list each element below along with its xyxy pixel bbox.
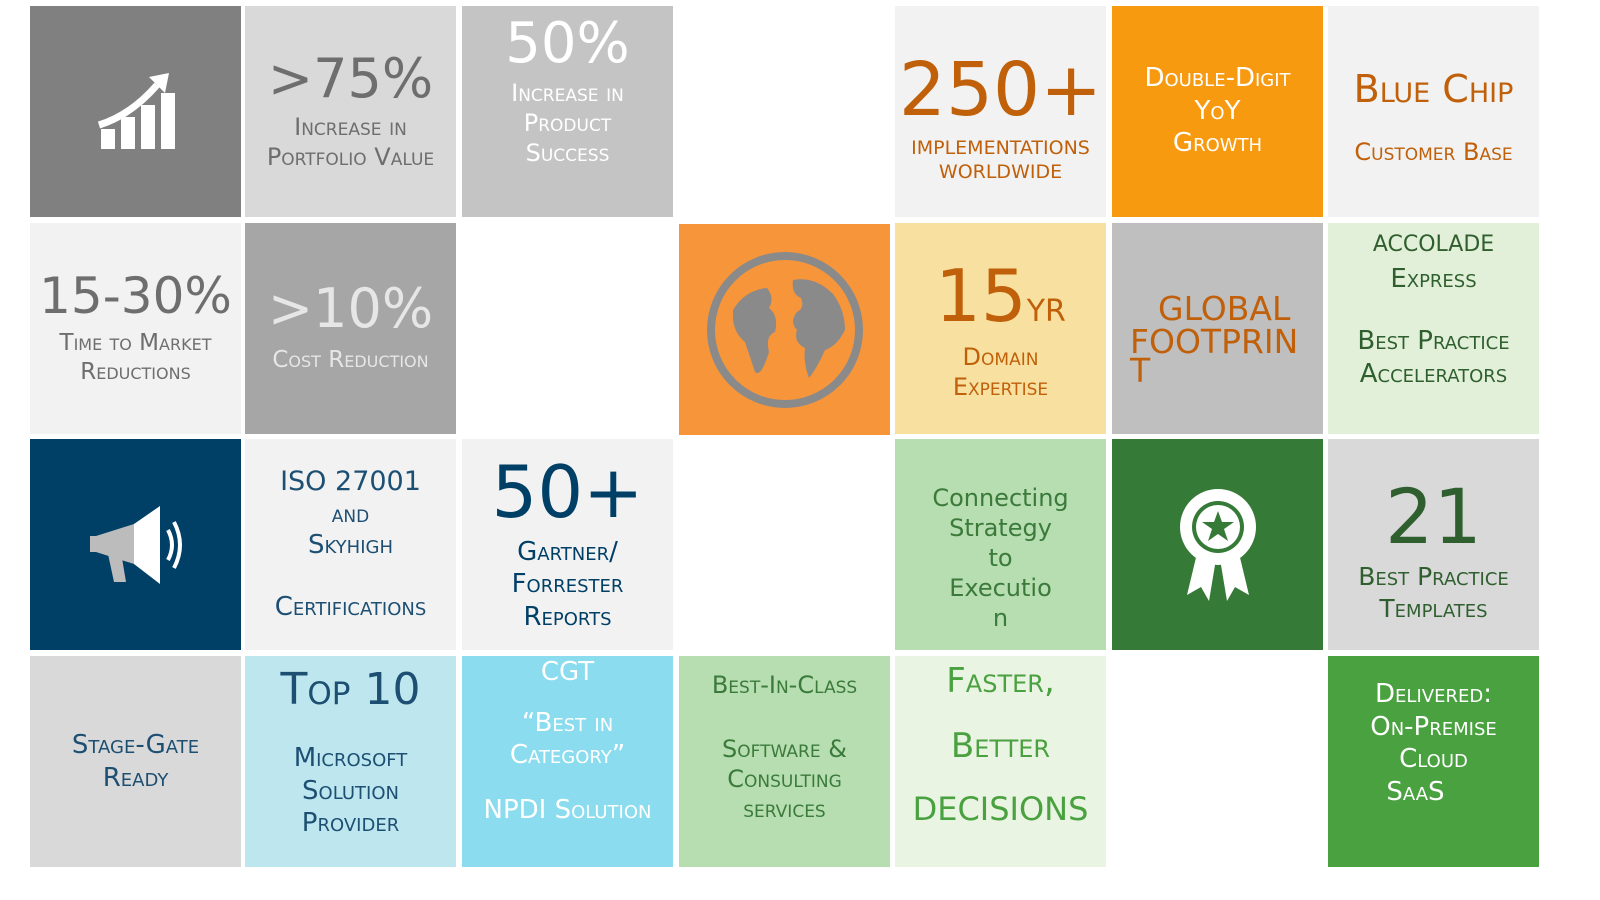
award-tile xyxy=(1112,439,1323,650)
global-footprint-label-2: FOOTPRIN xyxy=(1130,322,1299,362)
stage-gate-label-1: Stage-Gate xyxy=(71,730,200,760)
global-footprint-tile: GLOBAL FOOTPRIN T xyxy=(1112,223,1323,434)
globe-tile xyxy=(679,224,890,435)
accolade-express-label-4: Accelerators xyxy=(1359,358,1508,389)
decisions-tile: Faster, Better DECISIONS xyxy=(895,656,1106,867)
iso-certifications-label-2: and xyxy=(331,499,370,528)
implementations-tile: 250+ IMPLEMENTATIONS WORLDWIDE xyxy=(895,6,1106,217)
domain-expertise-label-2: Expertise xyxy=(952,372,1049,401)
cgt-award-label-1: CGT xyxy=(540,657,595,687)
microsoft-partner-tile: Top 10 Microsoft Solution Provider xyxy=(245,656,456,867)
megaphone-tile xyxy=(30,439,241,650)
product-success-label-2: Product xyxy=(523,109,612,137)
accolade-express-label-3: Best Practice xyxy=(1357,326,1510,356)
best-in-class-label-1: Best-In-Class xyxy=(711,671,858,699)
iso-certifications-label-1: ISO 27001 xyxy=(280,466,421,498)
implementations-label-2: WORLDWIDE xyxy=(938,160,1063,183)
delivery-options-label-4: SaaS xyxy=(1386,776,1445,807)
time-to-market-label-1: Time to Market xyxy=(59,329,212,356)
accolade-express-label-1: ACCOLADE xyxy=(1372,232,1495,257)
portfolio-value-label-2: Portfolio Value xyxy=(266,142,435,171)
implementations-label-1: IMPLEMENTATIONS xyxy=(911,136,1090,159)
portfolio-value-label-1: Increase in xyxy=(294,112,407,141)
product-success-stat: 50% xyxy=(505,11,630,76)
stage-gate-tile: Stage-Gate Ready xyxy=(30,656,241,867)
portfolio-value-stat: >75% xyxy=(267,46,434,110)
analyst-reports-stat: 50+ xyxy=(491,449,644,534)
delivery-options-label-2: On-Premise xyxy=(1370,711,1497,742)
global-footprint-label-3: T xyxy=(1130,351,1151,391)
delivery-options-label-3: Cloud xyxy=(1399,744,1468,774)
best-in-class-label-2: Software & xyxy=(722,735,847,763)
iso-certifications-label-3: Skyhigh xyxy=(308,529,393,560)
microsoft-partner-label-2: Solution xyxy=(302,775,399,806)
growth-label-3: Growth xyxy=(1172,128,1263,158)
domain-expertise-stat: 15YR xyxy=(935,260,1066,332)
globe-icon xyxy=(705,250,865,410)
iso-certifications-tile: ISO 27001 and Skyhigh Certifications xyxy=(245,439,456,650)
award-ribbon-icon xyxy=(1173,485,1263,605)
domain-expertise-label-1: Domain xyxy=(962,342,1039,371)
decisions-label-2: Better xyxy=(950,725,1051,766)
templates-label-2: Templates xyxy=(1379,593,1488,623)
strategy-execution-tile: Connecting Strategy to Executio n xyxy=(895,439,1106,650)
time-to-market-tile: 15-30% Time to Market Reductions xyxy=(30,223,241,434)
analyst-reports-label-1: Gartner/ xyxy=(517,536,618,567)
cost-reduction-label: Cost Reduction xyxy=(272,347,429,374)
customer-base-label-1: Blue Chip xyxy=(1353,66,1514,111)
delivery-options-label-1: Delivered: xyxy=(1375,679,1492,709)
time-to-market-stat: 15-30% xyxy=(39,266,232,325)
accolade-express-tile: ACCOLADE Express Best Practice Accelerat… xyxy=(1328,223,1539,434)
strategy-execution-label-5: n xyxy=(992,604,1009,632)
templates-label-1: Best Practice xyxy=(1358,562,1509,592)
delivery-options-tile: Delivered: On-Premise Cloud SaaS xyxy=(1328,656,1539,867)
cost-reduction-stat: >10% xyxy=(267,277,434,341)
cgt-award-label-2: “Best in xyxy=(521,707,614,738)
cgt-award-label-4: NPDI Solution xyxy=(483,794,652,825)
strategy-execution-label-1: Connecting xyxy=(932,484,1069,512)
analyst-reports-label-2: Forrester xyxy=(511,569,624,600)
product-success-label-3: Success xyxy=(525,139,610,167)
time-to-market-label-2: Reductions xyxy=(80,358,191,385)
iso-certifications-label-4: Certifications xyxy=(274,592,427,623)
microsoft-partner-label-1: Microsoft xyxy=(293,743,408,773)
templates-stat: 21 xyxy=(1385,472,1482,562)
best-in-class-tile: Best-In-Class Software & Consulting serv… xyxy=(679,656,890,867)
strategy-execution-label-3: to xyxy=(988,544,1013,572)
growth-label-1: Double-Digit xyxy=(1144,63,1291,93)
stage-gate-label-2: Ready xyxy=(102,762,169,793)
cgt-award-label-3: Category” xyxy=(509,740,626,770)
analyst-reports-label-3: Reports xyxy=(523,601,612,632)
megaphone-icon xyxy=(86,500,186,590)
domain-expertise-tile: 15YR Domain Expertise xyxy=(895,223,1106,434)
product-success-tile: 50% Increase in Product Success xyxy=(462,6,673,217)
decisions-label-1: Faster, xyxy=(946,661,1055,701)
analyst-reports-tile: 50+ Gartner/ Forrester Reports xyxy=(462,439,673,650)
microsoft-partner-label-3: Provider xyxy=(301,808,400,838)
microsoft-partner-stat: Top 10 xyxy=(280,664,421,715)
growth-chart-tile xyxy=(30,6,241,217)
product-success-label-1: Increase in xyxy=(511,79,624,107)
decisions-label-3: DECISIONS xyxy=(912,790,1089,828)
templates-tile: 21 Best Practice Templates xyxy=(1328,439,1539,650)
implementations-stat: 250+ xyxy=(898,46,1103,133)
best-in-class-label-4: services xyxy=(743,795,826,823)
growth-tile: Double-Digit YoY Growth xyxy=(1112,6,1323,217)
strategy-execution-label-4: Executio xyxy=(949,574,1052,602)
cost-reduction-tile: >10% Cost Reduction xyxy=(245,223,456,434)
customer-base-tile: Blue Chip Customer Base xyxy=(1328,6,1539,217)
cgt-award-tile: CGT “Best in Category” NPDI Solution xyxy=(462,656,673,867)
growth-label-2: YoY xyxy=(1194,95,1241,126)
strategy-execution-label-2: Strategy xyxy=(949,514,1052,542)
global-footprint-label-1: GLOBAL xyxy=(1158,289,1291,329)
domain-expertise-years: 15 xyxy=(935,253,1027,338)
portfolio-value-tile: >75% Increase in Portfolio Value xyxy=(245,6,456,217)
growth-chart-icon xyxy=(91,67,181,157)
best-in-class-label-3: Consulting xyxy=(727,765,842,793)
accolade-express-label-2: Express xyxy=(1390,263,1477,294)
customer-base-label-2: Customer Base xyxy=(1354,138,1513,167)
domain-expertise-unit: YR xyxy=(1026,293,1066,329)
